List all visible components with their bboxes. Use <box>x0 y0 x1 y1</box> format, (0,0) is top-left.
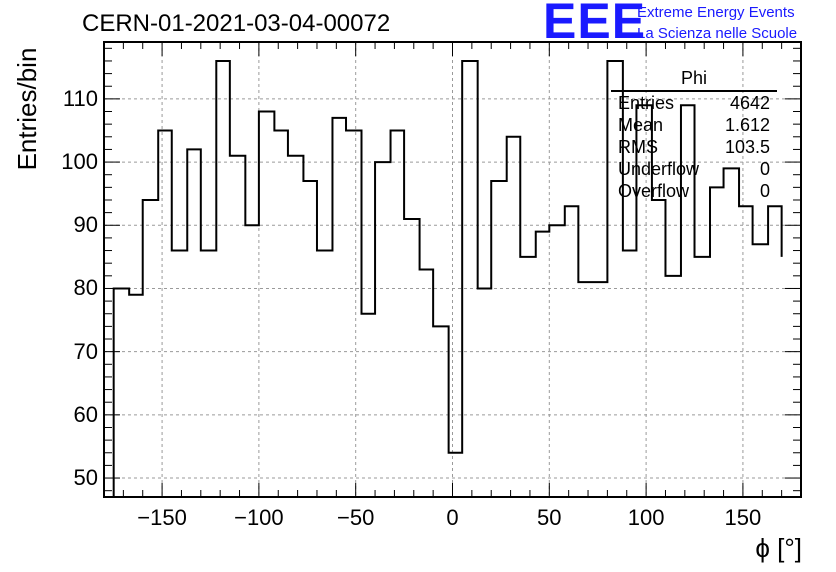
histogram-bin <box>375 162 390 497</box>
y-tick-label: 110 <box>62 85 98 111</box>
histogram-bin <box>753 244 768 497</box>
histogram-bin <box>536 232 550 497</box>
histogram-bin <box>462 61 477 497</box>
histogram-bin <box>274 130 288 497</box>
x-tick-label: −150 <box>137 505 187 530</box>
stats-value: 0 <box>759 159 770 179</box>
histogram-bin <box>433 326 448 497</box>
stats-key: Underflow <box>618 159 700 179</box>
stats-key: RMS <box>618 137 658 157</box>
histogram-bin <box>578 282 593 497</box>
histogram-bin <box>129 295 143 497</box>
histogram-bin <box>623 251 637 497</box>
histogram-bin <box>449 453 463 497</box>
histogram-bin <box>201 251 216 497</box>
stats-divider <box>611 90 777 92</box>
y-tick-label: 50 <box>73 465 98 491</box>
y-tick-label: 90 <box>73 212 98 238</box>
histogram-bin <box>230 156 245 497</box>
chart-title: CERN-01-2021-03-04-00072 <box>82 10 391 37</box>
x-tick-label: 100 <box>627 505 665 530</box>
histogram-line <box>112 59 783 497</box>
x-tick-label: 150 <box>724 505 762 530</box>
histogram-bin <box>478 288 492 497</box>
y-tick-label: 100 <box>61 149 98 175</box>
histogram-bin <box>288 156 303 497</box>
y-tick-label: 60 <box>73 401 98 427</box>
histogram-bin <box>565 206 579 497</box>
histogram-bin <box>710 187 724 497</box>
histogram-bin <box>507 137 521 497</box>
x-axis-label: ϕ [°] <box>755 533 802 563</box>
histogram-bin <box>594 282 608 497</box>
stats-value: 103.5 <box>724 137 770 157</box>
histogram-bin <box>404 219 419 497</box>
histogram-bin <box>420 270 434 498</box>
logo-line-2: La Scienza nelle Scuole <box>637 25 798 42</box>
y-tick-label: 70 <box>73 338 98 364</box>
histogram-bin <box>216 61 230 497</box>
x-tick-label: −100 <box>234 505 284 530</box>
histogram-bin <box>391 130 405 497</box>
histogram-bin <box>346 130 361 497</box>
histogram-bin <box>491 181 506 497</box>
x-tick-label: 0 <box>446 505 459 530</box>
histogram-bin <box>739 206 753 497</box>
histogram-bin <box>695 257 710 497</box>
plot-frame <box>103 41 802 498</box>
stats-value: 0 <box>759 181 770 201</box>
histogram-bin <box>245 225 259 497</box>
stats-value: 4642 <box>729 93 770 113</box>
histogram-bin <box>520 257 535 497</box>
histogram-bin <box>724 168 739 497</box>
histogram-bin <box>172 251 187 497</box>
histogram-bin <box>187 149 201 497</box>
eee-logo: EEE <box>543 0 647 49</box>
stats-key: Mean <box>618 115 664 135</box>
histogram-bin <box>259 112 274 497</box>
logo-line-1: Extreme Energy Events <box>637 4 795 21</box>
histogram-bin <box>652 200 666 497</box>
y-tick-label: 80 <box>73 275 98 301</box>
histogram-bin <box>158 130 172 497</box>
x-tick-label: −50 <box>337 505 375 530</box>
stats-value: 1.612 <box>724 115 770 135</box>
stats-key: Entries <box>618 93 675 113</box>
histogram-bin <box>362 314 376 497</box>
histogram-bin <box>317 251 332 497</box>
histogram-bin <box>114 288 129 497</box>
stats-title: Phi <box>680 68 707 88</box>
x-tick-label: 50 <box>537 505 562 530</box>
stats-key: Overflow <box>618 181 690 201</box>
histogram-bin <box>143 200 158 497</box>
histogram-bin <box>332 118 346 497</box>
histogram-bin <box>303 181 317 497</box>
histogram-bin <box>665 276 680 497</box>
histogram-bin <box>768 206 782 497</box>
histogram-bin <box>549 225 564 497</box>
